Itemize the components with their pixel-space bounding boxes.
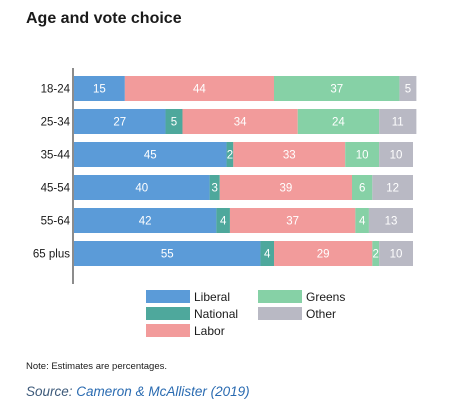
data-label-national-65-plus: 4 bbox=[264, 249, 271, 261]
bar-national-55-64 bbox=[216, 208, 230, 233]
data-label-labor-18-24: 44 bbox=[193, 84, 206, 96]
data-label-national-25-34: 5 bbox=[171, 117, 177, 129]
data-label-other-45-54: 12 bbox=[386, 183, 399, 195]
data-label-labor-35-44: 33 bbox=[283, 150, 296, 162]
data-label-labor-25-34: 34 bbox=[234, 117, 247, 129]
legend-label-labor: Labor bbox=[194, 324, 225, 338]
category-label-18-24: 18-24 bbox=[41, 84, 71, 96]
bar-greens-55-64 bbox=[355, 208, 369, 233]
data-label-labor-55-64: 37 bbox=[286, 216, 299, 228]
data-label-national-55-64: 4 bbox=[220, 216, 227, 228]
category-label-55-64: 55-64 bbox=[41, 216, 71, 228]
data-label-greens-35-44: 10 bbox=[356, 150, 369, 162]
legend-label-national: National bbox=[194, 307, 238, 321]
bar-liberal-55-64 bbox=[74, 208, 217, 233]
category-label-25-34: 25-34 bbox=[41, 117, 71, 129]
chart-note: Note: Estimates are percentages. bbox=[26, 361, 167, 372]
bar-national-65-plus bbox=[260, 241, 275, 266]
source-label: Source: bbox=[26, 384, 73, 399]
data-label-liberal-65-plus: 55 bbox=[161, 249, 174, 261]
data-label-liberal-55-64: 42 bbox=[139, 216, 152, 228]
bar-labor-45-54 bbox=[219, 175, 352, 200]
data-label-other-55-64: 13 bbox=[385, 216, 398, 228]
legend-swatch-liberal bbox=[146, 290, 190, 303]
bar-labor-18-24 bbox=[124, 76, 275, 101]
bar-greens-65-plus bbox=[372, 241, 380, 266]
data-label-national-35-44: 2 bbox=[227, 150, 233, 162]
bar-greens-25-34 bbox=[297, 109, 380, 134]
data-label-greens-25-34: 24 bbox=[332, 117, 345, 129]
data-label-greens-45-54: 6 bbox=[359, 183, 365, 195]
legend-swatch-greens bbox=[258, 290, 302, 303]
data-label-other-18-24: 5 bbox=[405, 84, 411, 96]
bar-labor-55-64 bbox=[229, 208, 356, 233]
legend-label-liberal: Liberal bbox=[194, 290, 230, 304]
bar-greens-18-24 bbox=[274, 76, 400, 101]
category-label-45-54: 45-54 bbox=[41, 183, 71, 195]
bar-liberal-35-44 bbox=[74, 142, 227, 167]
bar-greens-45-54 bbox=[351, 175, 373, 200]
data-label-other-25-34: 11 bbox=[392, 117, 404, 129]
data-label-liberal-18-24: 15 bbox=[93, 84, 106, 96]
bar-labor-25-34 bbox=[182, 109, 298, 134]
data-label-other-35-44: 10 bbox=[390, 150, 403, 162]
bar-national-25-34 bbox=[165, 109, 183, 134]
bar-other-18-24 bbox=[399, 76, 417, 101]
data-label-liberal-45-54: 40 bbox=[135, 183, 148, 195]
chart-title: Age and vote choice bbox=[26, 10, 182, 27]
data-label-other-65-plus: 10 bbox=[390, 249, 403, 261]
bar-other-55-64 bbox=[368, 208, 413, 233]
category-label-65-plus: 65 plus bbox=[33, 249, 70, 261]
bar-liberal-18-24 bbox=[74, 76, 125, 101]
data-label-liberal-25-34: 27 bbox=[113, 117, 126, 129]
data-label-greens-65-plus: 2 bbox=[373, 249, 379, 261]
legend: Liberal National Labor Greens Other bbox=[146, 290, 345, 338]
legend-label-greens: Greens bbox=[306, 290, 345, 304]
bar-other-35-44 bbox=[379, 142, 413, 167]
bar-liberal-65-plus bbox=[74, 241, 261, 266]
bar-labor-65-plus bbox=[274, 241, 373, 266]
data-label-greens-55-64: 4 bbox=[359, 216, 366, 228]
bar-national-35-44 bbox=[226, 142, 234, 167]
bar-greens-35-44 bbox=[345, 142, 380, 167]
legend-swatch-other bbox=[258, 307, 302, 320]
data-label-greens-18-24: 37 bbox=[330, 84, 343, 96]
data-label-national-45-54: 3 bbox=[211, 183, 217, 195]
legend-swatch-labor bbox=[146, 324, 190, 337]
bar-other-25-34 bbox=[379, 109, 417, 134]
source-line: Source: Cameron & McAllister (2019) bbox=[26, 384, 250, 399]
bar-liberal-45-54 bbox=[74, 175, 210, 200]
data-label-labor-65-plus: 29 bbox=[317, 249, 330, 261]
legend-label-other: Other bbox=[306, 307, 336, 321]
bar-liberal-25-34 bbox=[74, 109, 166, 134]
bar-labor-35-44 bbox=[233, 142, 346, 167]
bar-other-45-54 bbox=[372, 175, 413, 200]
data-label-labor-45-54: 39 bbox=[279, 183, 292, 195]
category-label-35-44: 35-44 bbox=[41, 150, 71, 162]
source-link[interactable]: Cameron & McAllister (2019) bbox=[76, 384, 250, 399]
data-label-liberal-35-44: 45 bbox=[144, 150, 157, 162]
bar-national-45-54 bbox=[209, 175, 220, 200]
legend-swatch-national bbox=[146, 307, 190, 320]
bar-other-65-plus bbox=[379, 241, 413, 266]
